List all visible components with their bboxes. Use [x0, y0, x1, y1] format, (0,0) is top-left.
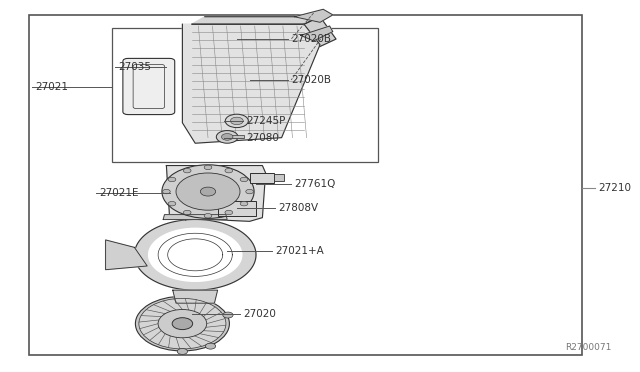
Circle shape — [225, 210, 233, 215]
Polygon shape — [301, 26, 333, 41]
Circle shape — [168, 177, 176, 182]
Circle shape — [240, 177, 248, 182]
Text: 27020B: 27020B — [291, 34, 332, 44]
Polygon shape — [163, 215, 227, 219]
Text: 27020B: 27020B — [291, 75, 332, 85]
Polygon shape — [294, 9, 333, 22]
Circle shape — [176, 173, 240, 210]
Text: 27035: 27035 — [118, 62, 152, 72]
Circle shape — [204, 165, 212, 170]
Circle shape — [240, 201, 248, 206]
Polygon shape — [192, 17, 320, 24]
Circle shape — [225, 169, 233, 173]
Text: 27021: 27021 — [35, 83, 68, 92]
Circle shape — [230, 117, 243, 125]
Circle shape — [221, 134, 233, 140]
Circle shape — [216, 131, 238, 143]
Circle shape — [184, 169, 191, 173]
Circle shape — [183, 210, 191, 215]
Circle shape — [139, 298, 226, 349]
Text: 27020: 27020 — [243, 310, 276, 319]
Circle shape — [168, 201, 176, 206]
Polygon shape — [173, 290, 218, 303]
Bar — [218, 201, 256, 216]
Text: 27021E: 27021E — [99, 189, 139, 198]
Bar — [112, 28, 378, 162]
Circle shape — [223, 312, 233, 318]
Text: 27080: 27080 — [246, 133, 279, 142]
Circle shape — [158, 310, 207, 338]
Text: 27245P: 27245P — [246, 116, 286, 126]
Bar — [250, 173, 274, 183]
Bar — [29, 15, 582, 355]
Text: 27761Q: 27761Q — [294, 179, 336, 189]
Polygon shape — [182, 24, 320, 143]
Polygon shape — [134, 219, 256, 290]
Bar — [274, 174, 284, 181]
Circle shape — [205, 343, 216, 349]
FancyBboxPatch shape — [123, 58, 175, 115]
Text: 27808V: 27808V — [278, 203, 319, 213]
Circle shape — [162, 165, 254, 218]
Polygon shape — [304, 17, 336, 46]
Circle shape — [163, 189, 170, 194]
Polygon shape — [106, 240, 147, 270]
Text: 27021+A: 27021+A — [275, 246, 324, 256]
Polygon shape — [166, 166, 266, 221]
Text: R2700071: R2700071 — [565, 343, 611, 352]
Circle shape — [246, 189, 253, 194]
Circle shape — [172, 318, 193, 330]
Text: 27210: 27210 — [598, 183, 632, 193]
Circle shape — [136, 296, 229, 351]
Circle shape — [225, 114, 248, 128]
Bar — [232, 135, 244, 138]
Circle shape — [204, 214, 212, 218]
Circle shape — [200, 187, 216, 196]
Circle shape — [177, 349, 188, 355]
